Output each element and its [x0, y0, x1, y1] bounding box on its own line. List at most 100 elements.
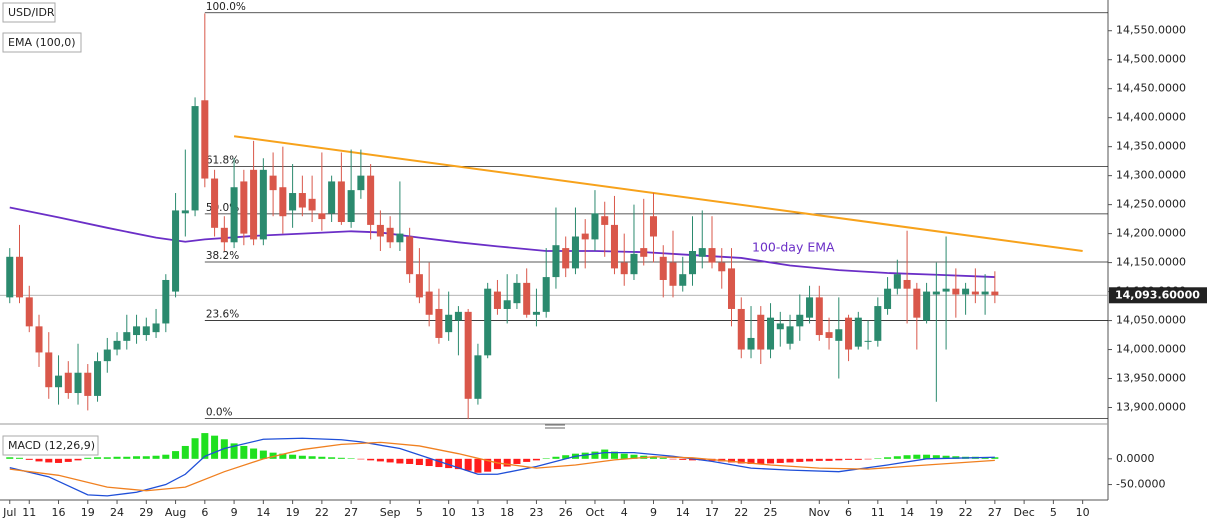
x-tick-label: Dec [1013, 506, 1034, 519]
candle-body [737, 308, 745, 350]
candle-body [152, 323, 160, 333]
macd-histogram-bar [376, 458, 384, 462]
candle-body [581, 233, 589, 240]
macd-histogram-bar [513, 458, 521, 464]
x-tick-label: 18 [500, 506, 514, 519]
macd-histogram-bar [581, 452, 589, 459]
x-tick-label: 22 [315, 506, 329, 519]
candle-body [845, 317, 853, 350]
candle-body [620, 262, 628, 275]
macd-histogram-bar [103, 457, 111, 459]
candle-body [913, 288, 921, 318]
macd-histogram-bar [649, 456, 657, 459]
x-tick-label: 19 [81, 506, 95, 519]
candle-body [962, 288, 970, 295]
macd-histogram-bar [454, 458, 462, 470]
macd-histogram-bar [659, 457, 667, 459]
macd-histogram-bar [474, 458, 482, 473]
candle-body [513, 282, 521, 304]
macd-histogram-bar [669, 458, 677, 460]
candle-body [776, 323, 784, 330]
fib-label: 100.0% [206, 1, 246, 13]
legend-item: USD/IDR [2, 2, 56, 23]
x-tick-label: 25 [764, 506, 778, 519]
macd-histogram-bar [279, 453, 287, 459]
candle-body [952, 288, 960, 295]
macd-histogram-bar [893, 456, 901, 459]
x-tick-label: 11 [871, 506, 885, 519]
macd-histogram-bar [240, 445, 248, 459]
candle-body [308, 198, 316, 211]
macd-histogram-bar [259, 450, 267, 459]
y-tick-label: 14,500.0000 [1116, 53, 1186, 66]
macd-histogram-bar [728, 458, 736, 463]
y-tick-label: 0.0000 [1116, 452, 1155, 465]
candle-body [6, 256, 14, 298]
macd-histogram-bar [152, 455, 160, 459]
candle-body [688, 250, 697, 275]
candle-body [493, 291, 501, 309]
candle-body [757, 314, 765, 350]
y-tick-label: 13,950.0000 [1116, 372, 1186, 385]
macd-histogram-bar [874, 458, 882, 459]
macd-histogram-bar [786, 458, 794, 463]
candle-body [220, 227, 228, 243]
candle-body [718, 262, 726, 272]
macd-histogram-bar [396, 458, 404, 464]
macd-histogram-bar [845, 458, 853, 460]
candle-body [337, 181, 345, 223]
macd-histogram-bar [425, 458, 433, 467]
candle-body [191, 106, 199, 211]
candle-body [181, 210, 189, 214]
macd-histogram-bar [191, 438, 199, 459]
macd-histogram-bar [688, 458, 697, 461]
macd-histogram-bar [991, 457, 999, 459]
y-tick-label: 14,450.0000 [1116, 82, 1186, 95]
candle-body [640, 248, 648, 257]
candle-body [864, 340, 872, 342]
macd-histogram-bar [923, 454, 931, 459]
candle-body [113, 340, 121, 350]
candle-body [230, 187, 238, 243]
macd-histogram-bar [45, 458, 53, 463]
macd-line [9, 437, 995, 497]
candle-body [591, 213, 599, 240]
macd-signal-line [9, 441, 995, 492]
macd-histogram-bar [552, 456, 560, 459]
candle-body [825, 332, 833, 338]
macd-histogram-bar [903, 455, 911, 459]
candle-body [64, 372, 72, 394]
macd-histogram-bar [630, 454, 638, 459]
macd-histogram-bar [484, 458, 492, 472]
x-tick-label: 6 [201, 506, 208, 519]
candle-body [484, 288, 492, 356]
macd-histogram-bar [854, 458, 862, 460]
x-tick-label: 26 [559, 506, 573, 519]
candle-body [893, 274, 901, 289]
macd-histogram-bar [55, 458, 63, 463]
macd-histogram-bar [337, 457, 345, 459]
macd-histogram-bar [269, 452, 277, 459]
macd-histogram-bar [679, 458, 687, 460]
panel-grip[interactable] [545, 424, 565, 429]
candle-body [649, 216, 657, 237]
macd-histogram-bar [776, 458, 784, 463]
macd-histogram-bar [913, 454, 921, 459]
macd-histogram-bar [142, 456, 150, 459]
legend-box [2, 32, 82, 53]
macd-histogram-bar [35, 458, 43, 462]
macd-histogram-bar [357, 458, 365, 460]
candle-body [532, 311, 540, 315]
y-tick-label: 14,050.0000 [1116, 314, 1186, 327]
y-tick-label: 14,000.0000 [1116, 343, 1186, 356]
macd-histogram-bar [298, 455, 306, 459]
candle-body [94, 361, 102, 396]
x-tick-label: 5 [416, 506, 423, 519]
y-tick-label: 14,400.0000 [1116, 111, 1186, 124]
candle-body [172, 210, 180, 292]
fib-label: 61.8% [206, 154, 239, 166]
macd-histogram-bar [523, 458, 531, 462]
candle-body [932, 291, 940, 295]
candle-body [396, 233, 404, 243]
